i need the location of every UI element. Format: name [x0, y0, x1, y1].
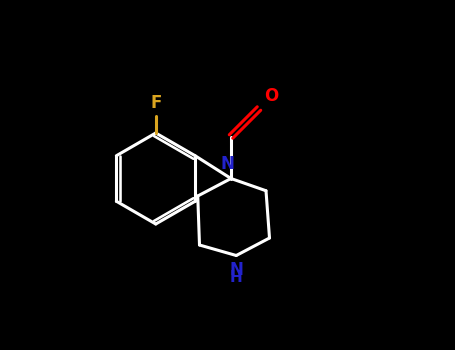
Text: N: N	[221, 155, 234, 173]
Text: N: N	[229, 261, 243, 279]
Text: O: O	[264, 87, 278, 105]
Text: H: H	[230, 270, 243, 285]
Text: F: F	[150, 94, 162, 112]
